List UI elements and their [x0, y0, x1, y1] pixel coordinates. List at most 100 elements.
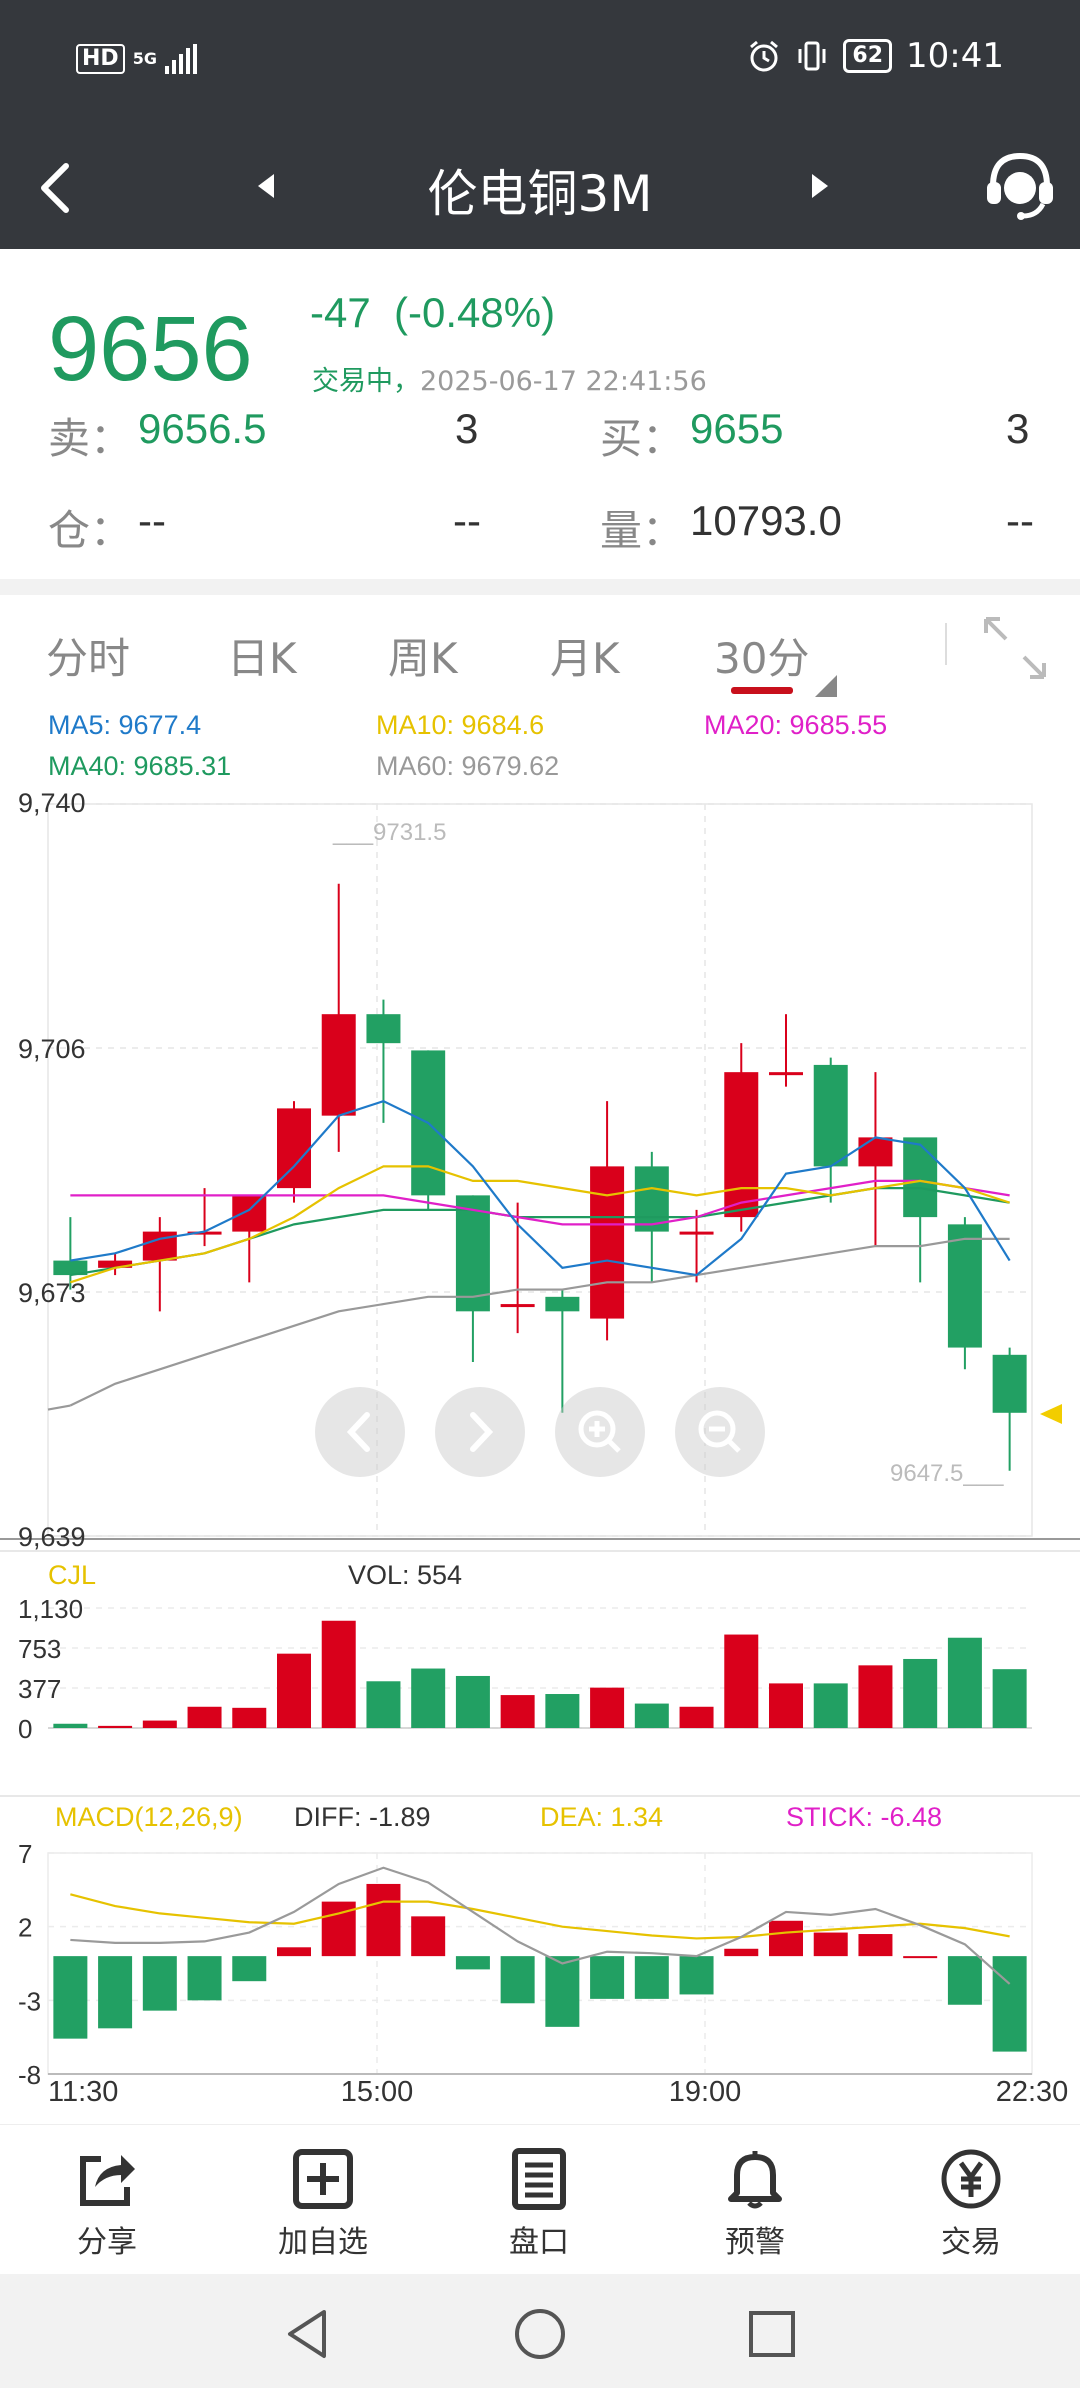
- macd-stick-bar: [634, 1956, 669, 1999]
- macd-stick-bar: [679, 1956, 714, 1995]
- ma10-line: [70, 1165, 1010, 1284]
- macd-stick-value: STICK: -6.48: [786, 1802, 942, 1832]
- macd-stick-bar: [769, 1920, 803, 1957]
- kline-y-tick: 9,639: [18, 1522, 86, 1552]
- buy-qty: 3: [1006, 405, 1030, 452]
- buy-label: 买：: [600, 415, 685, 462]
- volume-bar: [679, 1706, 714, 1728]
- vol-y-tick: 0: [18, 1714, 32, 1744]
- hd-icon: HD: [76, 44, 125, 74]
- tab-intraday[interactable]: 分时: [46, 634, 131, 683]
- share-button[interactable]: 分享: [37, 2147, 177, 2261]
- battery-icon: 62: [843, 39, 893, 73]
- trading-status: 交易中，2025-06-17 22:41:56: [312, 359, 707, 398]
- order-book-label: 盘口: [509, 2225, 569, 2260]
- x-axis-tick: 11:30: [48, 2076, 118, 2108]
- alert-button[interactable]: 预警: [685, 2147, 825, 2261]
- fullscreen-icon[interactable]: [980, 613, 1050, 683]
- status-left: HD 5G: [76, 44, 199, 74]
- ma5-line: [70, 1099, 1011, 1277]
- alert-label: 预警: [725, 2225, 785, 2260]
- candle-body: [634, 1166, 669, 1232]
- signal-icon: [164, 44, 197, 74]
- macd-y-tick: 2: [18, 1913, 32, 1943]
- candle-body: [500, 1304, 535, 1308]
- kline-y-tick: 9,740: [18, 788, 86, 818]
- volume-bar: [947, 1637, 982, 1728]
- candle-body: [232, 1195, 267, 1232]
- status-bar: HD 5G 62 10:41: [0, 0, 1080, 130]
- nav-back-icon[interactable]: [280, 2306, 336, 2362]
- volume-change: --: [1006, 497, 1034, 544]
- macd-stick-bar: [500, 1956, 535, 2004]
- period-dropdown-caret[interactable]: [815, 675, 837, 697]
- status-right: 62 10:41: [747, 36, 1004, 76]
- macd-stick-bar: [98, 1956, 133, 2029]
- volume-bar: [590, 1687, 625, 1728]
- ma60-line-ext: [47, 1404, 71, 1411]
- last-price: 9656: [48, 298, 253, 400]
- change-value: -47: [310, 289, 371, 336]
- volume-bar: [545, 1694, 580, 1728]
- candle-body: [366, 1014, 401, 1044]
- volume-bar: [366, 1681, 401, 1728]
- active-tab-indicator: [731, 687, 793, 694]
- macd-diff-value: DIFF: -1.89: [294, 1802, 431, 1832]
- candle-body: [679, 1231, 714, 1235]
- x-axis-tick: 19:00: [669, 2076, 742, 2108]
- scroll-left-button[interactable]: [315, 1387, 405, 1477]
- zoom-out-button[interactable]: [675, 1387, 765, 1477]
- trade-button[interactable]: 交易: [901, 2147, 1041, 2261]
- x-axis-tick: 15:00: [341, 2076, 414, 2108]
- macd-stick-bar: [366, 1883, 401, 1957]
- tab-daily-k[interactable]: 日K: [227, 634, 297, 683]
- oi-value: --: [138, 497, 166, 544]
- customer-service-icon[interactable]: [985, 146, 1055, 226]
- candle-body: [724, 1072, 759, 1218]
- ma10-legend: MA10: 9684.6: [376, 710, 545, 740]
- ma20-line: [70, 1179, 1010, 1226]
- back-button[interactable]: [28, 158, 88, 218]
- volume-bar: [769, 1683, 803, 1728]
- kline-chart[interactable]: 9,740 9,706 9,673 9,639 ___9731.5 9647.5___ CJ…: [0, 780, 1080, 2110]
- prev-contract-button[interactable]: [246, 166, 286, 206]
- last-price-marker: [1040, 1404, 1062, 1424]
- period-tabs: 分时 日K 周K 月K 30分: [0, 595, 1080, 700]
- tab-30min[interactable]: 30分: [714, 634, 810, 683]
- system-nav-bar: [0, 2274, 1080, 2388]
- ma20-legend: MA20: 9685.55: [704, 710, 888, 740]
- volume-bar: [858, 1665, 893, 1728]
- yuan-icon: [941, 2149, 1001, 2209]
- next-contract-button[interactable]: [800, 166, 840, 206]
- candle-body: [321, 1014, 356, 1116]
- nav-recents-icon[interactable]: [744, 2306, 800, 2362]
- chevron-right-icon: [470, 1412, 494, 1452]
- add-watchlist-button[interactable]: 加自选: [253, 2147, 393, 2261]
- volume-value: 10793.0: [690, 497, 842, 544]
- tab-weekly-k[interactable]: 周K: [388, 634, 458, 683]
- volume-bar: [455, 1675, 490, 1728]
- macd-stick-bar: [277, 1947, 311, 1957]
- candle-body: [98, 1260, 133, 1268]
- macd-stick-bar: [142, 1956, 177, 2011]
- scroll-right-button[interactable]: [435, 1387, 525, 1477]
- candle-body: [455, 1195, 490, 1312]
- order-book-button[interactable]: 盘口: [469, 2147, 609, 2261]
- zoom-in-button[interactable]: [555, 1387, 645, 1477]
- vol-value: VOL: 554: [348, 1560, 462, 1590]
- macd-stick-bar: [813, 1932, 848, 1957]
- clock: 10:41: [906, 36, 1004, 76]
- title-bar: 伦电铜3M: [0, 130, 1080, 249]
- volume-bar: [992, 1669, 1027, 1728]
- nav-home-icon[interactable]: [512, 2306, 568, 2362]
- tab-monthly-k[interactable]: 月K: [550, 634, 620, 683]
- volume-bar: [724, 1634, 759, 1728]
- section-divider: [0, 579, 1080, 595]
- macd-stick-bar: [858, 1934, 893, 1957]
- page-title: 伦电铜3M: [427, 165, 653, 223]
- macd-y-tick: -8: [18, 2060, 41, 2090]
- buy-price: 9655: [690, 405, 784, 452]
- macd-stick-bar: [187, 1956, 222, 2001]
- sell-label: 卖：: [48, 415, 133, 462]
- oi-change: --: [453, 497, 481, 544]
